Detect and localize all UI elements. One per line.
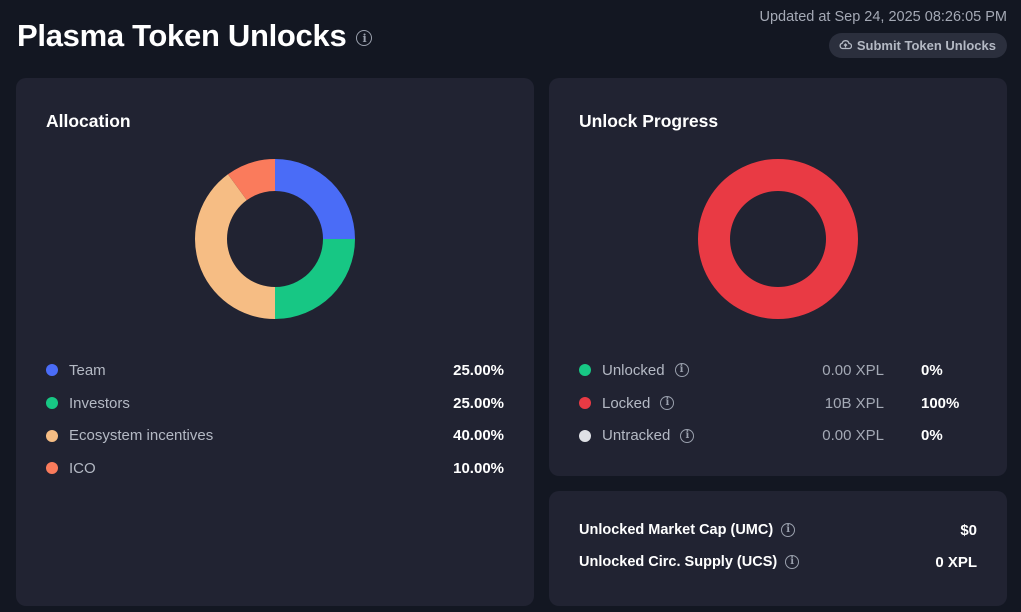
- legend-amount: 10B XPL: [824, 394, 884, 412]
- info-icon[interactable]: i: [356, 30, 373, 46]
- umc-value: $0: [960, 521, 977, 539]
- legend-item-investors: Investors 25.00%: [46, 387, 504, 420]
- unlock-progress-card: Unlock Progress Unlocked i 0.00 XPL 0% L…: [549, 78, 1007, 476]
- ucs-value: 0 XPL: [935, 553, 977, 571]
- legend-item-ecosystem: Ecosystem incentives 40.00%: [46, 419, 504, 452]
- legend-dot-ico: [46, 462, 58, 475]
- legend-label: Ecosystem incentives: [69, 427, 214, 445]
- legend-value: 100%: [921, 394, 960, 412]
- info-icon[interactable]: i: [785, 555, 800, 569]
- info-icon[interactable]: i: [660, 396, 675, 411]
- legend-value: 25.00%: [453, 361, 504, 379]
- legend-item-team: Team 25.00%: [46, 354, 504, 387]
- allocation-title: Allocation: [46, 111, 131, 131]
- legend-item-unlocked: Unlocked i 0.00 XPL 0%: [579, 354, 979, 387]
- legend-dot-ecosystem: [46, 429, 58, 442]
- legend-label: Unlocked: [602, 361, 665, 379]
- allocation-legend: Team 25.00% Investors 25.00% Ecosystem i…: [46, 354, 504, 485]
- legend-label: Locked: [602, 394, 651, 412]
- page-title-text: Plasma Token Unlocks: [17, 18, 347, 53]
- unlock-progress-title: Unlock Progress: [579, 111, 719, 131]
- legend-value: 10.00%: [453, 459, 504, 477]
- updated-timestamp: Updated at Sep 24, 2025 08:26:05 PM: [759, 9, 1008, 25]
- legend-label: Investors: [69, 394, 130, 412]
- ucs-label: Unlocked Circ. Supply (UCS): [579, 554, 778, 570]
- info-icon[interactable]: i: [680, 428, 695, 443]
- legend-label: Team: [69, 361, 106, 379]
- legend-label: Untracked: [602, 427, 671, 445]
- legend-item-ico: ICO 10.00%: [46, 452, 504, 485]
- legend-value: 25.00%: [453, 394, 504, 412]
- allocation-donut-chart: [195, 159, 355, 319]
- legend-value: 0%: [921, 361, 943, 379]
- legend-item-untracked: Untracked i 0.00 XPL 0%: [579, 419, 979, 452]
- legend-item-locked: Locked i 10B XPL 100%: [579, 387, 979, 420]
- page-title: Plasma Token Unlocks i: [17, 18, 373, 54]
- legend-value: 40.00%: [453, 427, 504, 445]
- cloud-upload-icon: [839, 38, 852, 53]
- allocation-slice-ecosystem-incentives[interactable]: [195, 174, 275, 319]
- allocation-slice-ico[interactable]: [227, 159, 275, 201]
- unlock-progress-donut-chart: [697, 159, 858, 319]
- unlock-progress-legend: Unlocked i 0.00 XPL 0% Locked i 10B XPL …: [579, 354, 979, 452]
- legend-amount: 0.00 XPL: [822, 361, 884, 379]
- allocation-card: Allocation Team 25.00% Investors 25.00% …: [16, 78, 534, 606]
- umc-label: Unlocked Market Cap (UMC): [579, 522, 774, 538]
- submit-button-label: Submit Token Unlocks: [856, 38, 996, 53]
- legend-value: 0%: [921, 427, 943, 445]
- legend-dot-untracked: [579, 429, 591, 442]
- legend-amount: 0.00 XPL: [822, 427, 884, 445]
- umc-row: Unlocked Market Cap (UMC) i $0: [579, 521, 977, 539]
- info-icon[interactable]: i: [781, 523, 796, 537]
- submit-token-unlocks-button[interactable]: Submit Token Unlocks: [828, 33, 1007, 58]
- unlocked-stats-card: Unlocked Market Cap (UMC) i $0 Unlocked …: [549, 491, 1007, 606]
- legend-dot-team: [46, 364, 58, 377]
- info-icon[interactable]: i: [674, 363, 689, 378]
- unlock-progress-slice-locked[interactable]: [697, 159, 858, 319]
- legend-dot-unlocked: [579, 364, 591, 377]
- legend-dot-investors: [46, 397, 58, 410]
- allocation-slice-investors[interactable]: [275, 239, 355, 319]
- legend-label: ICO: [69, 459, 96, 477]
- allocation-slice-team[interactable]: [275, 159, 355, 239]
- legend-dot-locked: [579, 397, 591, 410]
- ucs-row: Unlocked Circ. Supply (UCS) i 0 XPL: [579, 553, 977, 571]
